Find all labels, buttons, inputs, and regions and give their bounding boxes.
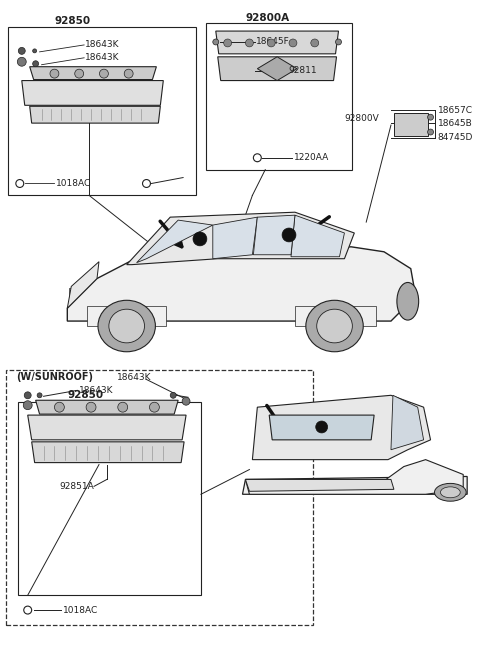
Bar: [37, 110, 151, 120]
Text: 18657C: 18657C: [437, 106, 472, 115]
Polygon shape: [245, 480, 394, 491]
Circle shape: [24, 606, 32, 614]
Circle shape: [316, 421, 328, 433]
Bar: [206, 23, 352, 170]
Circle shape: [86, 402, 96, 412]
Circle shape: [99, 69, 108, 78]
Circle shape: [33, 61, 38, 67]
Text: 1018AC: 1018AC: [57, 179, 92, 188]
Circle shape: [124, 69, 133, 78]
Polygon shape: [30, 106, 160, 123]
Ellipse shape: [434, 483, 466, 501]
Text: 1220AA: 1220AA: [294, 154, 329, 162]
Circle shape: [224, 39, 232, 47]
Polygon shape: [245, 460, 463, 494]
Circle shape: [311, 39, 319, 47]
Polygon shape: [32, 442, 184, 462]
Text: 18643K: 18643K: [117, 373, 151, 382]
Circle shape: [289, 39, 297, 47]
Text: 92811: 92811: [288, 66, 317, 75]
Circle shape: [118, 402, 128, 412]
Text: 18643K: 18643K: [85, 41, 120, 49]
Circle shape: [170, 392, 176, 398]
Circle shape: [149, 402, 159, 412]
Text: 92800V: 92800V: [345, 113, 379, 123]
Circle shape: [16, 180, 24, 188]
Polygon shape: [242, 476, 467, 494]
Ellipse shape: [397, 283, 419, 320]
Bar: [6, 369, 313, 625]
Polygon shape: [216, 31, 338, 54]
Circle shape: [245, 39, 253, 47]
Circle shape: [17, 57, 26, 66]
Circle shape: [282, 228, 296, 242]
Ellipse shape: [317, 309, 352, 343]
Bar: [8, 27, 196, 195]
Circle shape: [428, 114, 433, 120]
Polygon shape: [67, 262, 99, 308]
Polygon shape: [391, 396, 424, 450]
Ellipse shape: [306, 300, 363, 352]
Text: 84745D: 84745D: [437, 133, 473, 142]
Circle shape: [182, 398, 190, 405]
Circle shape: [75, 69, 84, 78]
Bar: [222, 34, 326, 51]
Circle shape: [37, 393, 42, 398]
Bar: [69, 289, 87, 298]
Bar: [18, 402, 201, 595]
Circle shape: [193, 232, 207, 246]
Polygon shape: [253, 215, 295, 255]
Text: 92850: 92850: [67, 390, 103, 400]
Polygon shape: [295, 306, 376, 326]
Polygon shape: [213, 217, 257, 258]
Circle shape: [23, 401, 32, 409]
Circle shape: [33, 49, 36, 53]
Circle shape: [24, 392, 31, 399]
Text: 18645B: 18645B: [437, 119, 472, 128]
Circle shape: [428, 129, 433, 135]
Polygon shape: [127, 212, 354, 264]
Polygon shape: [28, 415, 186, 440]
Polygon shape: [137, 220, 213, 262]
Circle shape: [143, 180, 150, 188]
Text: 18645F: 18645F: [256, 37, 290, 47]
Text: (W/SUNROOF): (W/SUNROOF): [16, 373, 93, 382]
Polygon shape: [291, 215, 345, 256]
Polygon shape: [87, 306, 166, 326]
Circle shape: [267, 39, 275, 47]
Circle shape: [253, 154, 261, 162]
Ellipse shape: [98, 300, 156, 352]
Polygon shape: [269, 415, 374, 440]
Polygon shape: [30, 67, 156, 79]
Polygon shape: [252, 396, 431, 460]
Text: 18643K: 18643K: [85, 53, 120, 62]
Ellipse shape: [441, 487, 460, 498]
Polygon shape: [36, 400, 178, 414]
Circle shape: [336, 39, 341, 45]
Text: 92851A: 92851A: [60, 482, 94, 491]
Ellipse shape: [109, 309, 144, 343]
Polygon shape: [67, 247, 416, 321]
Circle shape: [50, 69, 59, 78]
Circle shape: [213, 39, 219, 45]
Text: 92850: 92850: [54, 16, 91, 26]
Polygon shape: [257, 57, 297, 81]
Text: 92800A: 92800A: [245, 13, 289, 23]
Polygon shape: [22, 81, 163, 106]
Polygon shape: [218, 57, 336, 81]
Bar: [39, 446, 168, 460]
Polygon shape: [394, 113, 428, 136]
Circle shape: [54, 402, 64, 412]
Text: 1018AC: 1018AC: [63, 605, 98, 615]
Circle shape: [18, 47, 25, 54]
Text: 18643K: 18643K: [79, 386, 114, 395]
